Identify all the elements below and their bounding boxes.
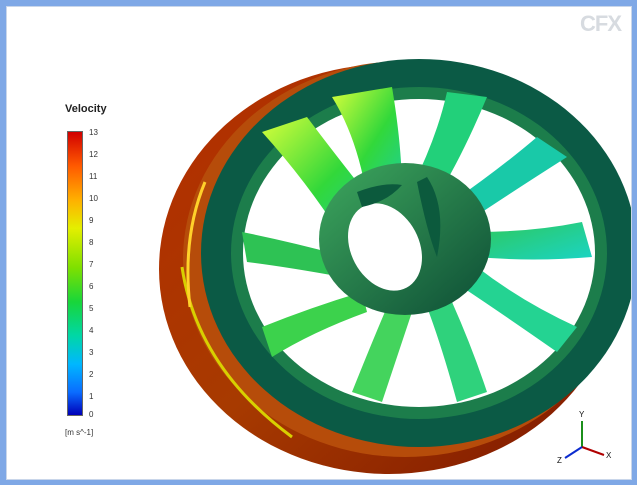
legend-title: Velocity <box>65 103 107 115</box>
triad-x-label: X <box>606 451 612 460</box>
legend-tick: 8 <box>89 238 94 247</box>
blade <box>242 232 347 277</box>
legend-tick: 2 <box>89 370 94 379</box>
axis-triad-icon: Y X Z <box>557 410 612 465</box>
legend-color-bar <box>67 131 83 416</box>
legend-tick: 0 <box>89 410 94 419</box>
legend-tick: 13 <box>89 128 98 137</box>
legend-unit: [m s^-1] <box>65 428 94 437</box>
3d-viewport[interactable]: CFX Velocity 13 12 11 10 9 8 7 6 5 4 3 2… <box>6 6 632 480</box>
legend-tick: 6 <box>89 282 94 291</box>
blade <box>477 222 592 260</box>
blade <box>452 137 567 222</box>
blade <box>262 292 367 357</box>
legend-tick: 7 <box>89 260 94 269</box>
triad-z-label: Z <box>557 456 562 465</box>
legend-tick: 9 <box>89 216 94 225</box>
legend-tick: 11 <box>89 172 98 181</box>
legend-tick: 10 <box>89 194 98 203</box>
legend-tick: 1 <box>89 392 94 401</box>
blade <box>427 302 487 402</box>
legend-tick: 5 <box>89 304 94 313</box>
triad-y-label: Y <box>579 410 585 419</box>
legend-tick: 4 <box>89 326 94 335</box>
runner-render: Y X Z <box>159 59 631 474</box>
blade <box>462 267 577 352</box>
legend-tick: 3 <box>89 348 94 357</box>
legend-tick: 12 <box>89 150 98 159</box>
cfx-logo: CFX <box>580 11 622 36</box>
blade <box>352 307 412 402</box>
